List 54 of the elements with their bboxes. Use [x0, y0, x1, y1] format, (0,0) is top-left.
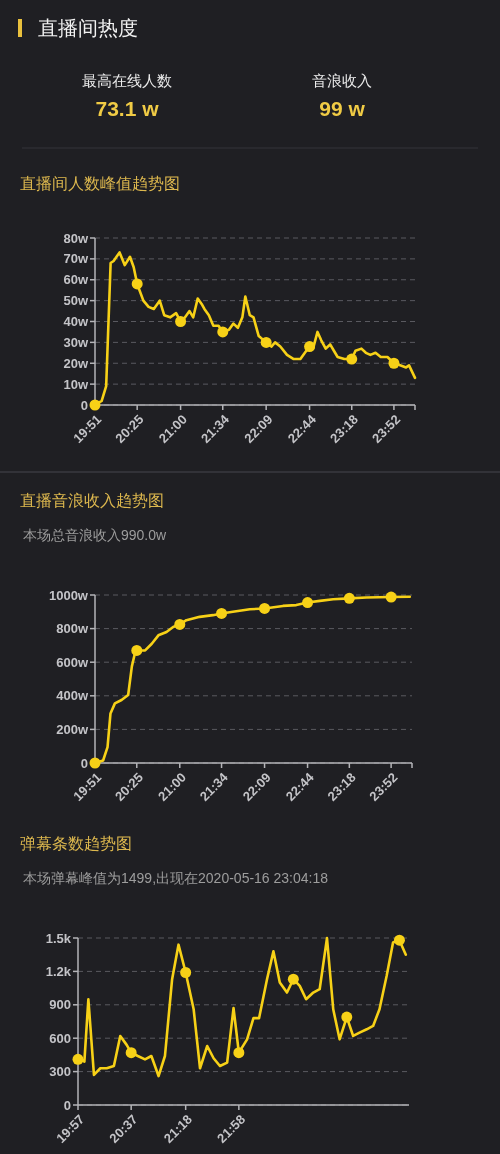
chart-subtitle: 本场弹幕峰值为1499,出现在2020-05-16 23:04:18 — [23, 870, 329, 886]
y-tick-label: 1.5k — [45, 930, 72, 946]
y-tick-label: 1000w — [48, 587, 89, 603]
point — [233, 1047, 245, 1059]
point — [175, 316, 187, 327]
y-tick-label: 200w — [56, 721, 89, 737]
point — [180, 967, 192, 979]
point — [302, 597, 314, 609]
y-tick-label: 1.2k — [45, 963, 72, 979]
point — [131, 278, 143, 290]
point — [341, 1011, 353, 1023]
point — [131, 644, 143, 656]
y-tick-label: 0 — [63, 1097, 71, 1113]
text: 音浪收入 — [312, 71, 372, 89]
y-tick-label: 70w — [63, 251, 89, 267]
point — [259, 602, 271, 614]
y-tick-label: 0 — [80, 397, 88, 413]
point — [304, 341, 316, 353]
point — [260, 336, 272, 348]
y-tick-label: 60w — [63, 272, 89, 288]
point — [385, 591, 397, 603]
point — [72, 1053, 84, 1065]
chart-title: 直播音浪收入趋势图 — [20, 491, 164, 509]
text: 73.1 w — [95, 96, 160, 120]
point — [287, 973, 299, 985]
point — [388, 357, 400, 369]
chart-title: 直播间人数峰值趋势图 — [20, 174, 180, 192]
y-tick-label: 600 — [49, 1030, 71, 1046]
point — [346, 353, 358, 365]
chart-subtitle: 本场总音浪收入990.0w — [23, 527, 168, 543]
y-tick-label: 10w — [63, 376, 89, 392]
y-tick-label: 50w — [63, 293, 89, 309]
point — [216, 607, 228, 619]
y-tick-label: 400w — [56, 688, 89, 704]
y-tick-label: 0 — [80, 755, 88, 771]
point — [217, 326, 229, 338]
y-tick-label: 800w — [56, 621, 89, 637]
y-tick-label: 300 — [49, 1064, 71, 1080]
point — [343, 592, 355, 604]
point — [393, 934, 405, 946]
point — [125, 1047, 137, 1059]
point — [174, 618, 186, 630]
y-tick-label: 40w — [63, 314, 89, 329]
point — [89, 757, 101, 769]
y-tick-label: 20w — [63, 355, 89, 371]
text: 直播间热度 — [38, 17, 138, 39]
y-tick-label: 900 — [49, 997, 71, 1013]
text: 最高在线人数 — [82, 71, 172, 89]
y-tick-label: 80w — [63, 230, 89, 246]
y-tick-label: 30w — [63, 334, 89, 350]
point — [89, 399, 101, 411]
chart-title: 弹幕条数趋势图 — [20, 834, 132, 852]
text: 99 w — [319, 96, 366, 120]
y-tick-label: 600w — [56, 654, 89, 670]
